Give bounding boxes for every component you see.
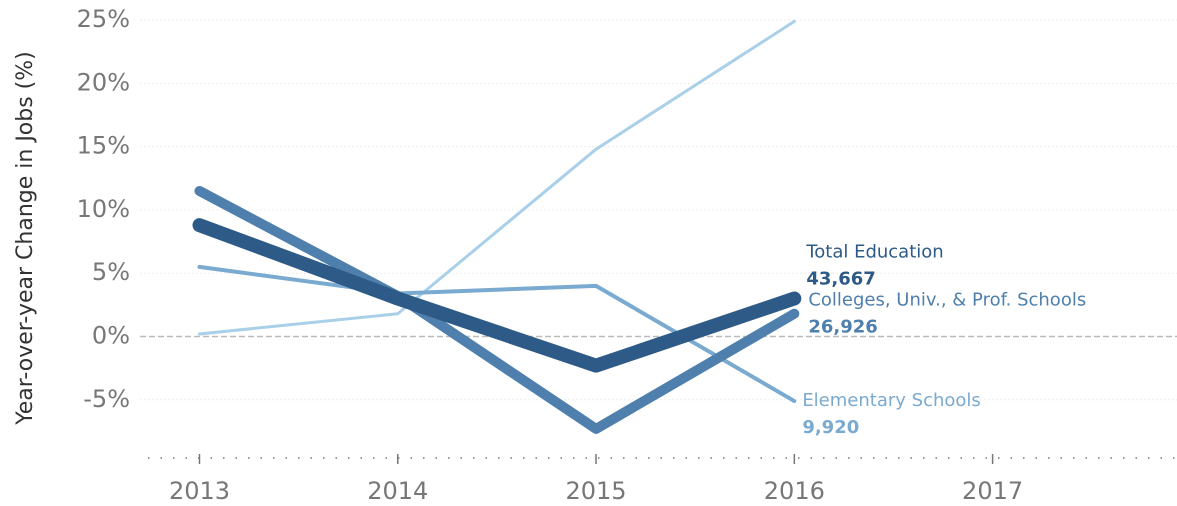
series-total: 9,920 (802, 417, 859, 438)
x-tick-label: 2016 (764, 477, 825, 505)
y-axis-label: Year-over-year Change in Jobs (%) (13, 51, 38, 426)
y-tick-label: 0% (92, 322, 130, 350)
x-tick-label: 2017 (962, 477, 1023, 505)
series-line (192, 218, 802, 373)
series-label: Elementary Schools (802, 390, 980, 411)
series-line (194, 185, 800, 434)
y-tick-label: -5% (83, 385, 130, 413)
x-tick-label: 2015 (566, 477, 627, 505)
x-tick-label: 2014 (367, 477, 428, 505)
series-total: 26,926 (808, 317, 877, 338)
x-tick-label: 2013 (169, 477, 230, 505)
series-label: Colleges, Univ., & Prof. Schools (808, 290, 1086, 311)
y-tick-label: 10% (77, 195, 130, 223)
y-tick-label: 25% (77, 5, 130, 33)
series-line (197, 19, 796, 336)
y-tick-label: 20% (77, 68, 130, 96)
y-tick-label: 5% (92, 258, 130, 286)
series-line (197, 264, 797, 404)
series-label: Total Education (805, 242, 943, 263)
y-tick-label: 15% (77, 132, 130, 160)
series-total: 43,667 (806, 269, 875, 290)
